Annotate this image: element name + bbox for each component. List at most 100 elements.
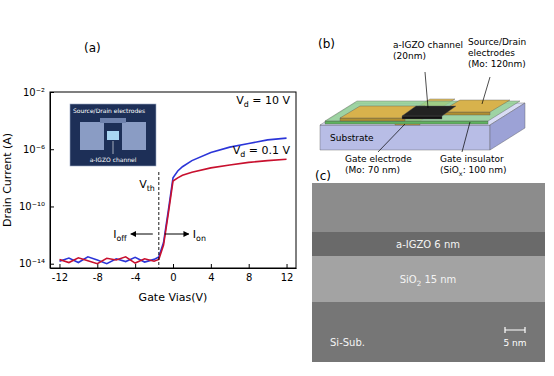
inset-electrode xyxy=(122,122,146,150)
x-tick-mark xyxy=(173,264,174,268)
x-tick-mark xyxy=(135,264,136,268)
y-axis: 10⁻¹⁴ 10⁻¹⁰ 10⁻⁶ 10⁻² xyxy=(19,87,54,270)
ion-arrow xyxy=(165,234,189,235)
x-axis-line xyxy=(51,268,297,269)
y-tick-label: 10⁻⁶ xyxy=(23,144,45,155)
x-tick-label: 8 xyxy=(246,272,252,283)
y-tick-label: 10⁻¹⁰ xyxy=(19,201,45,212)
schematic-label: electrodes xyxy=(468,48,515,58)
x-tick-mark xyxy=(59,264,60,268)
x-tick-label: 0 xyxy=(170,272,176,283)
inset-gate-line xyxy=(100,118,126,123)
schematic-label: Gate insulator xyxy=(440,154,504,164)
vth-label: Vth xyxy=(139,178,155,193)
x-tick: 12 xyxy=(281,264,294,283)
channel-top xyxy=(402,106,456,116)
series-label: Vd = 0.1 V xyxy=(233,144,291,159)
schematic-label: Gate electrode xyxy=(345,154,412,164)
schematic-label: (Mo: 70 nm) xyxy=(345,165,400,175)
ion-label: Ion xyxy=(193,228,206,243)
y-tick-label: 10⁻² xyxy=(23,87,45,98)
micrograph-band xyxy=(312,232,545,256)
x-tick-label: 4 xyxy=(208,272,214,283)
ioff-label: Ioff xyxy=(113,228,127,243)
x-tick: 4 xyxy=(208,264,214,283)
figure-svg: (a) -12 -8 -4 0 4 8 12 10⁻¹⁴ 10⁻¹⁰ 10⁻⁶ 10⁻² Gate Vi… xyxy=(0,0,554,376)
x-tick: -8 xyxy=(93,264,103,283)
x-tick-label: 12 xyxy=(281,272,294,283)
x-axis: -12 -8 -4 0 4 8 12 xyxy=(51,264,297,283)
panel-a: (a) -12 -8 -4 0 4 8 12 10⁻¹⁴ 10⁻¹⁰ 10⁻⁶ 10⁻² Gate Vi… xyxy=(1,41,297,304)
y-axis-title: Drain Current (A) xyxy=(1,133,14,227)
micrograph-label: Si-Sub. xyxy=(330,337,365,348)
inset-photo: Source/Drain electrodes a-IGZO channel xyxy=(70,104,156,166)
substrate-front xyxy=(320,125,490,150)
x-tick-mark xyxy=(211,264,212,268)
scale-bar xyxy=(505,327,525,333)
vth-line xyxy=(158,172,159,268)
panel-label: (c) xyxy=(315,169,331,183)
schematic-leader xyxy=(462,122,470,152)
y-tick: 10⁻¹⁰ xyxy=(19,201,54,212)
schematic-label-part: (SiO xyxy=(440,165,459,175)
x-tick: 8 xyxy=(246,264,252,283)
micrograph-band xyxy=(312,302,545,362)
micrograph-band xyxy=(312,183,545,232)
y-tick-mark xyxy=(50,149,54,150)
micrograph-label-part: SiO xyxy=(400,274,417,285)
y-tick-mark xyxy=(50,92,54,93)
panel-label: (b) xyxy=(318,37,335,51)
inset-leader xyxy=(113,141,114,154)
electrode-front xyxy=(340,118,405,121)
y-axis-line xyxy=(50,93,51,269)
x-tick-mark xyxy=(249,264,250,268)
electrode-front xyxy=(440,112,490,115)
x-tick: -4 xyxy=(131,264,141,283)
ion-label-part: on xyxy=(196,234,206,243)
y-tick: 10⁻² xyxy=(23,87,54,98)
panel-c: (c) a-IGZO 6 nm SiO2 15 nm Si-Sub. 5 nm xyxy=(312,169,545,362)
micrograph-band xyxy=(312,256,545,302)
x-tick-label: -8 xyxy=(93,272,103,283)
ioff-arrow xyxy=(131,234,153,235)
channel-front xyxy=(402,116,442,119)
schematic-label: (Mo: 120nm) xyxy=(468,59,526,69)
inset-label: Source/Drain electrodes xyxy=(73,107,145,114)
panel-label: (a) xyxy=(84,41,101,55)
insulator-top xyxy=(325,101,520,121)
schematic-leader xyxy=(378,124,405,152)
schematic-label-part: : 100 nm) xyxy=(463,165,507,175)
series-label: Vd = 10 V xyxy=(236,94,290,109)
x-tick-label: -4 xyxy=(131,272,141,283)
y-tick: 10⁻¹⁴ xyxy=(19,258,54,269)
series-label-part: = 0.1 V xyxy=(245,144,290,157)
inset-electrode xyxy=(80,122,104,150)
x-axis-title: Gate Vias(V) xyxy=(139,291,208,304)
x-tick-mark xyxy=(97,264,98,268)
schematic-leader xyxy=(425,72,428,108)
schematic-label: (SiOx: 100 nm) xyxy=(440,165,507,178)
scale-bar-label: 5 nm xyxy=(503,338,526,348)
series-label-part: = 10 V xyxy=(249,94,291,107)
panel-b: (b)a-IGZO channel(20nm)Source/Drainelect… xyxy=(318,37,526,178)
figure: (a) -12 -8 -4 0 4 8 12 10⁻¹⁴ 10⁻¹⁰ 10⁻⁶ 10⁻² Gate Vi… xyxy=(0,0,554,376)
schematic-label: a-IGZO channel xyxy=(393,40,463,50)
series-line xyxy=(59,159,286,263)
schematic-leader xyxy=(482,77,490,104)
inset-channel xyxy=(107,131,119,140)
y-tick-mark xyxy=(50,206,54,207)
micrograph-label: SiO2 15 nm xyxy=(400,274,457,288)
x-tick: 0 xyxy=(170,264,176,283)
x-tick-mark xyxy=(287,264,288,268)
micrograph-label: a-IGZO 6 nm xyxy=(396,239,460,250)
x-tick-label: -12 xyxy=(52,272,68,283)
micrograph-label-part: 15 nm xyxy=(421,274,456,285)
y-tick-mark xyxy=(50,264,54,265)
insulator-front xyxy=(325,121,488,124)
inset-label: a-IGZO channel xyxy=(90,156,137,163)
schematic-label: Source/Drain xyxy=(468,37,526,47)
schematic-label: Substrate xyxy=(330,133,374,143)
y-tick: 10⁻⁶ xyxy=(23,144,54,155)
x-tick: -12 xyxy=(52,264,68,283)
plot-frame xyxy=(50,92,296,268)
